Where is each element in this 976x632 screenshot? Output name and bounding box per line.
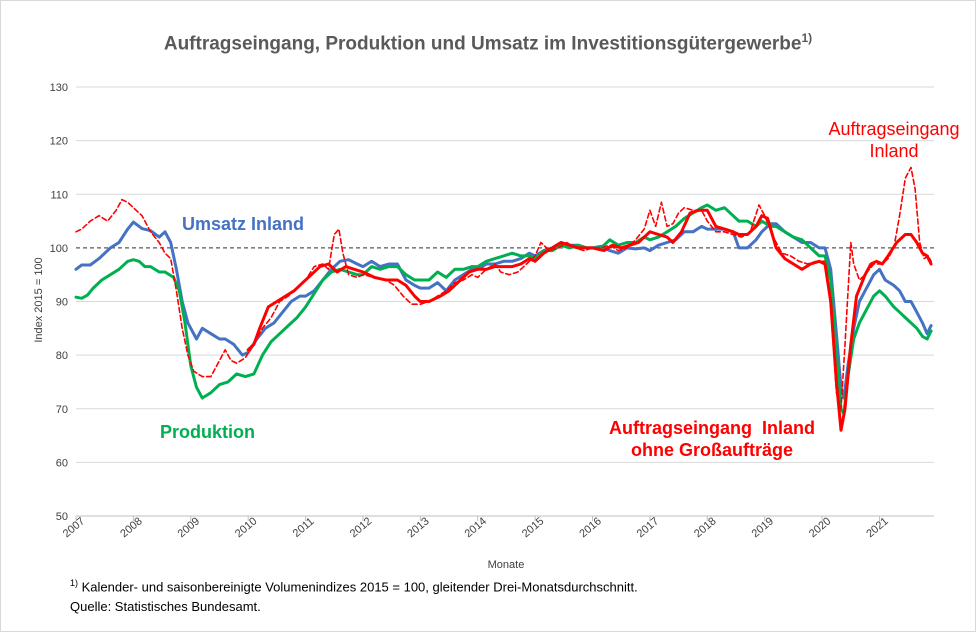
- series-line-umsatz-inland: [74, 220, 933, 400]
- source-line: Quelle: Statistisches Bundesamt.: [70, 599, 261, 615]
- x-tick-label-2014: 2014: [463, 515, 489, 540]
- x-tick-label-2009: 2009: [176, 515, 202, 540]
- x-tick-label-2016: 2016: [577, 515, 603, 540]
- label-auftragseingang-ohne-grossauftraege-line1: Auftragseingang Inland: [608, 418, 815, 438]
- footnote: 1) Kalender- und saisonbereinigte Volume…: [70, 573, 638, 617]
- x-tick-label-2011: 2011: [291, 516, 317, 540]
- y-tick-label-130: 130: [50, 82, 68, 94]
- x-tick-label-2015: 2015: [520, 515, 546, 540]
- label-auftragseingang-ohne-grossauftraege: Auftragseingang Inland ohne Großaufträge: [606, 417, 818, 461]
- label-produktion: Produktion: [160, 422, 255, 442]
- y-axis-label: Index 2015 = 100: [33, 257, 45, 342]
- x-tick-label-2020: 2020: [807, 515, 833, 540]
- footnote-text: Kalender- und saisonbereinigte Volumenin…: [78, 579, 638, 595]
- x-tick-label-2018: 2018: [692, 515, 718, 540]
- y-tick-label-50: 50: [56, 511, 68, 523]
- x-tick-label-2017: 2017: [635, 515, 661, 540]
- x-tick-label-2019: 2019: [750, 515, 776, 540]
- footnote-marker: 1): [70, 578, 79, 588]
- x-tick-label-2012: 2012: [348, 515, 374, 540]
- x-tick-label-2010: 2010: [233, 515, 259, 540]
- x-tick-label-2013: 2013: [405, 515, 431, 540]
- label-auftragseingang-ohne-grossauftraege-line2: ohne Großaufträge: [630, 440, 793, 460]
- chart-title-text: Auftragseingang, Produktion und Umsatz i…: [163, 33, 802, 55]
- series-line-auftragseingang-inland-ohne-großauftr-ge: [246, 208, 933, 432]
- label-auftragseingang-inland-line2: Inland: [869, 141, 919, 161]
- chart-title: Auftragseingang, Produktion und Umsatz i…: [0, 31, 976, 55]
- label-umsatz-inland: Umsatz Inland: [182, 214, 305, 234]
- y-tick-label-80: 80: [56, 350, 68, 362]
- x-tick-label-2021: 2021: [864, 515, 890, 540]
- series-line-auftragseingang-inland: [75, 166, 932, 410]
- series-lines: [74, 166, 933, 432]
- y-tick-label-90: 90: [56, 297, 68, 309]
- label-auftragseingang-inland: Auftragseingang Inland: [818, 118, 970, 162]
- gridlines: [76, 86, 934, 463]
- footnote-line: 1) Kalender- und saisonbereinigte Volume…: [70, 573, 638, 597]
- label-auftragseingang-inland-line1: Auftragseingang: [828, 119, 960, 139]
- y-tick-label-100: 100: [50, 243, 68, 255]
- chart-title-footnote-marker: 1): [801, 31, 813, 45]
- y-tick-label-110: 110: [50, 189, 68, 201]
- series-line-produktion: [74, 203, 933, 416]
- y-tick-label-70: 70: [56, 404, 68, 416]
- y-tick-label-120: 120: [50, 136, 68, 148]
- x-tick-label-2008: 2008: [118, 515, 144, 540]
- y-tick-label-60: 60: [56, 457, 68, 469]
- x-axis-label: Monate: [488, 559, 525, 571]
